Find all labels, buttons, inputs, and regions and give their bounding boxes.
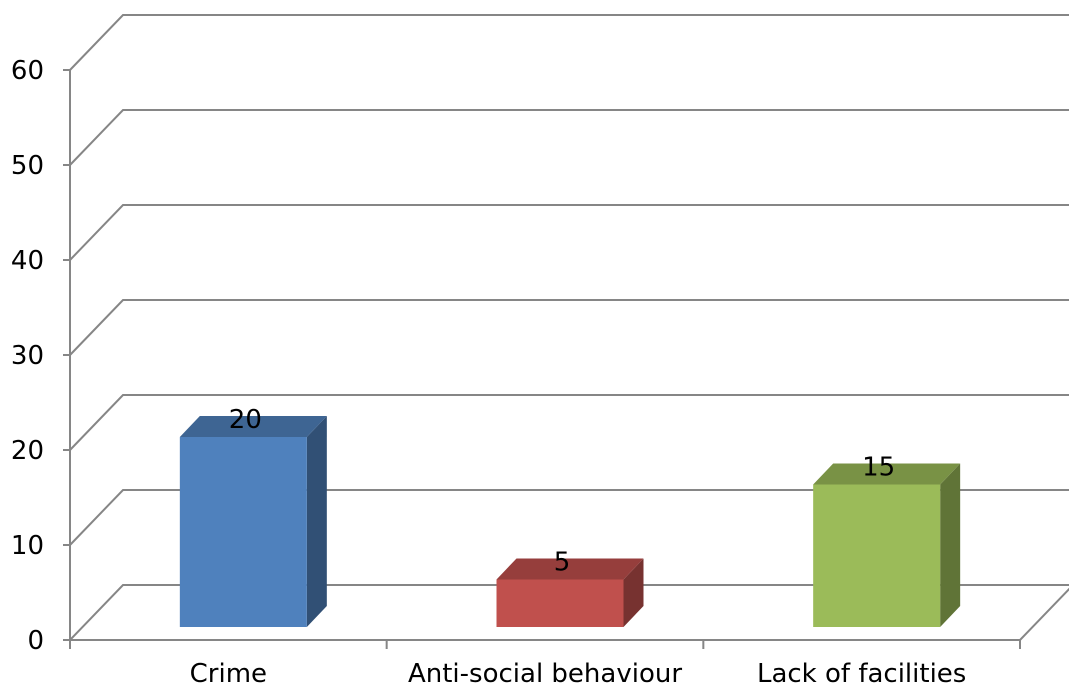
bar-top [813, 463, 961, 485]
bar-anti-social-behaviour [496, 558, 644, 627]
gridline-20 [69, 394, 1069, 451]
bar-side [306, 416, 327, 627]
bar-crime [179, 416, 327, 627]
bar-front [496, 579, 624, 627]
bar-front [179, 437, 307, 627]
y-tick-label: 60 [11, 56, 44, 86]
bar-front [813, 484, 941, 627]
gridline-50 [69, 109, 1069, 166]
labels: 0 10 20 30 40 50 60 20 Crime 5 Anti-social behavio… [11, 56, 966, 689]
bar-lack-of-facilities [813, 463, 961, 627]
bar-side [940, 463, 961, 627]
y-tick-label: 10 [11, 531, 44, 561]
bars [179, 416, 961, 627]
y-tick-label: 50 [11, 151, 44, 181]
x-tick-label: Crime [190, 659, 267, 689]
x-tick-label: Anti-social behaviour [408, 659, 682, 689]
bar-top [496, 558, 644, 580]
gridline-30 [69, 299, 1069, 356]
gridline-60 [69, 14, 1069, 71]
data-label: 20 [229, 405, 262, 435]
data-label: 5 [554, 548, 571, 578]
bar-side [623, 558, 644, 627]
gridline-40 [69, 204, 1069, 261]
x-tick-label: Lack of facilities [757, 659, 966, 689]
data-label: 15 [862, 453, 895, 483]
bar-top [179, 416, 327, 437]
gridline-10 [69, 489, 1069, 546]
y-tick-label: 20 [11, 436, 44, 466]
y-tick-label: 30 [11, 341, 44, 371]
axes [63, 69, 1021, 649]
y-tick-label: 40 [11, 246, 44, 276]
y-tick-label: 0 [27, 626, 44, 656]
gridlines [69, 14, 1069, 641]
